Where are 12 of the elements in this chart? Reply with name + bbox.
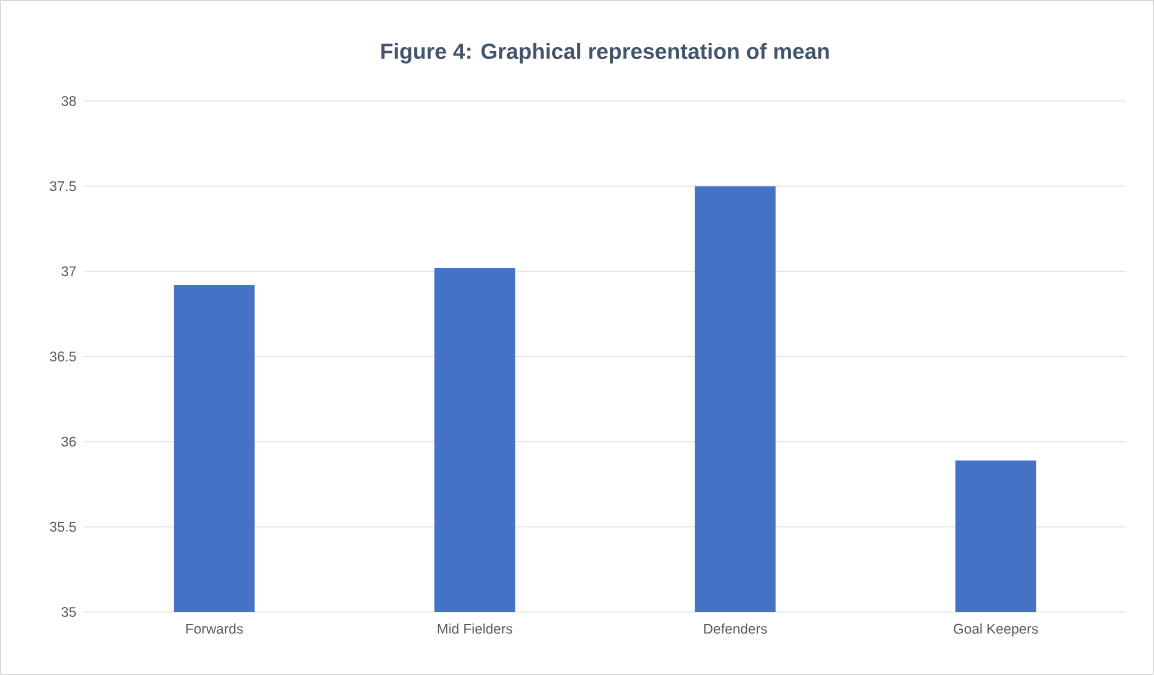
- y-tick-label: 36: [61, 436, 76, 447]
- x-tick-label: Defenders: [704, 623, 767, 634]
- x-tick-label: Goal Keepers: [953, 623, 1038, 637]
- y-tick-label: 35: [61, 607, 76, 617]
- y-tick-label: 36.5: [49, 351, 76, 362]
- x-tick-label: Forwards: [186, 623, 243, 634]
- y-tick-label: 38: [61, 96, 76, 106]
- x-tick-label: Mid Fielders: [437, 623, 513, 634]
- y-tick-label: 37: [61, 266, 76, 277]
- chart-title: Figure 4: Graphical representation of mean: [381, 42, 829, 64]
- y-tick-label: 37.5: [49, 181, 76, 192]
- y-tick-label: 35.5: [49, 521, 76, 532]
